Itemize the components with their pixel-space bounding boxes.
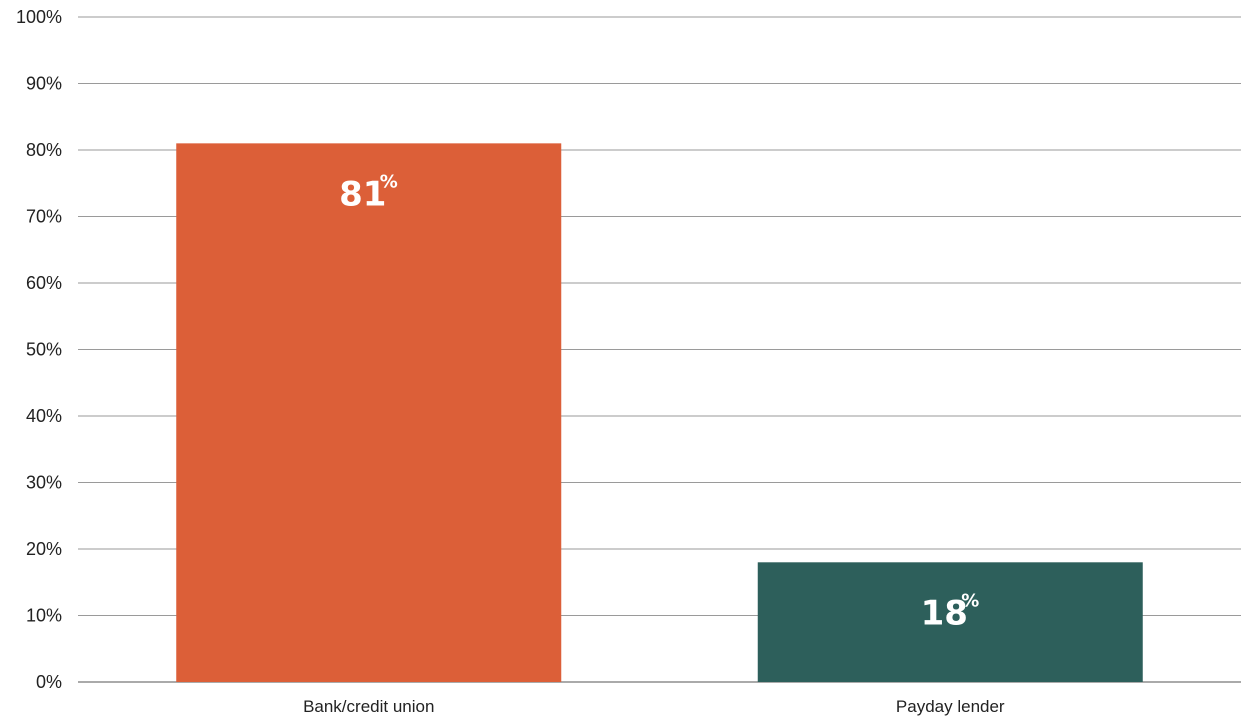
y-tick-label: 50% [26,340,62,360]
y-tick-label: 70% [26,207,62,227]
y-tick-label: 80% [26,140,62,160]
bar-value-label: 81 [339,174,386,214]
y-tick-label: 20% [26,539,62,559]
y-tick-label: 30% [26,473,62,493]
x-category-label: Bank/credit union [303,697,434,716]
bar-data-label: 81% [339,171,398,214]
x-category-label: Payday lender [896,697,1005,716]
x-axis-category-labels: Bank/credit union Payday lender [303,697,1005,716]
bar-value-label: 18 [921,593,968,633]
y-tick-label: 0% [36,672,62,692]
y-axis-tick-labels: 0% 10% 20% 30% 40% 50% 60% 70% 80% 90% 100% [16,7,62,692]
bar-payday-lender [757,562,1143,682]
bar-value-unit: % [380,171,398,192]
bar-data-label: 18% [921,590,980,633]
bar-value-unit: % [961,590,979,611]
y-tick-label: 40% [26,406,62,426]
bar-bank-credit-union [176,143,562,683]
bars: 81%18% [176,143,1143,683]
y-tick-label: 10% [26,606,62,626]
y-tick-label: 100% [16,7,62,27]
y-tick-label: 60% [26,273,62,293]
y-tick-label: 90% [26,74,62,94]
